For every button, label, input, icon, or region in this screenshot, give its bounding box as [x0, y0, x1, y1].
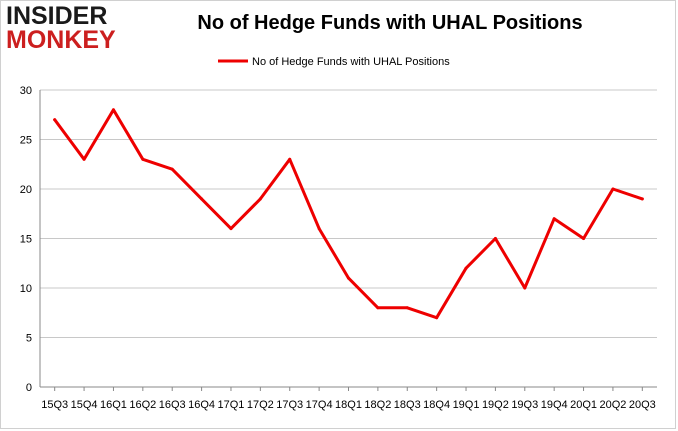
x-tick-label: 19Q4 [541, 399, 568, 411]
y-tick-labels: 0 5 10 15 20 25 30 [20, 85, 32, 394]
data-point [640, 197, 644, 201]
data-point [611, 187, 615, 191]
data-point [170, 167, 174, 171]
y-tick-label: 10 [20, 283, 32, 295]
x-tick-label: 16Q4 [188, 399, 215, 411]
y-tick-label: 20 [20, 184, 32, 196]
data-point [347, 276, 350, 280]
data-point [552, 217, 556, 221]
series-group [53, 108, 644, 320]
x-tick-label: 20Q3 [629, 399, 656, 411]
x-tick-label: 18Q3 [394, 399, 421, 411]
y-tick-label: 0 [26, 382, 32, 394]
data-point [317, 227, 321, 231]
x-tick-label: 19Q1 [453, 399, 480, 411]
x-tick-label: 20Q1 [570, 399, 597, 411]
legend-label: No of Hedge Funds with UHAL Positions [252, 56, 450, 68]
series-line-0 [53, 108, 644, 320]
x-tick-label: 16Q2 [129, 399, 156, 411]
x-tick-label: 16Q3 [159, 399, 186, 411]
data-point [288, 157, 292, 161]
x-tick-labels: 15Q3 15Q4 16Q1 16Q2 16Q3 16Q4 17Q1 17Q2 17Q3 17Q4… [41, 399, 656, 411]
data-point [376, 306, 380, 310]
data-point [141, 157, 145, 161]
x-tick-label: 20Q2 [599, 399, 626, 411]
axes [39, 90, 657, 391]
data-point [229, 227, 233, 231]
y-tick-label: 15 [20, 234, 32, 246]
x-tick-label: 18Q2 [364, 399, 391, 411]
data-point [523, 286, 527, 290]
legend: No of Hedge Funds with UHAL Positions [218, 56, 450, 68]
x-tick-label: 18Q4 [423, 399, 450, 411]
data-point [493, 237, 497, 240]
x-tick-label: 19Q3 [511, 399, 538, 411]
data-point [53, 118, 57, 122]
data-point [111, 108, 115, 112]
x-tick-label: 15Q3 [41, 399, 68, 411]
x-tick-label: 17Q1 [218, 399, 245, 411]
y-tick-label: 30 [20, 85, 32, 97]
x-tick-label: 15Q4 [71, 399, 98, 411]
x-tick-label: 17Q2 [247, 399, 274, 411]
x-tick-label: 19Q2 [482, 399, 509, 411]
x-tick-label: 17Q3 [276, 399, 303, 411]
data-point [258, 197, 262, 201]
data-point [82, 157, 86, 161]
data-point [582, 237, 586, 240]
x-tick-label: 17Q4 [306, 399, 333, 411]
data-point [464, 266, 468, 270]
data-point [435, 316, 439, 320]
y-tick-label: 25 [20, 135, 32, 147]
logo-line-1: INSIDER [6, 2, 108, 30]
logo-line-2: MONKEY [6, 26, 116, 54]
chart-title: No of Hedge Funds with UHAL Positions [197, 12, 583, 34]
insider-monkey-logo: INSIDER MONKEY [6, 4, 126, 56]
grid-lines [40, 89, 657, 388]
x-tick-label: 18Q1 [335, 399, 362, 411]
data-point [200, 197, 204, 201]
data-point [405, 306, 409, 310]
y-tick-label: 5 [26, 333, 32, 345]
x-tick-label: 16Q1 [100, 399, 127, 411]
